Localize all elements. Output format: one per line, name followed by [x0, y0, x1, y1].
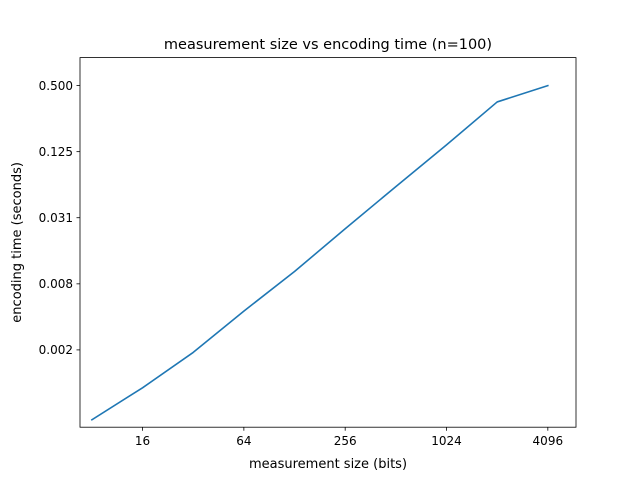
- y-tick-label: 0.002: [39, 343, 73, 357]
- y-tick-label: 0.031: [39, 211, 73, 225]
- y-tick-label: 0.125: [39, 145, 73, 159]
- x-tick-label: 4096: [533, 434, 564, 448]
- x-tick-label: 256: [334, 434, 357, 448]
- x-tick-label: 16: [135, 434, 150, 448]
- x-axis-label: measurement size (bits): [249, 457, 407, 472]
- x-tick-label: 64: [236, 434, 251, 448]
- y-tick-label: 0.008: [39, 277, 73, 291]
- y-tick-label: 0.500: [39, 79, 73, 93]
- x-tick-label: 1024: [431, 434, 462, 448]
- y-axis-label: encoding time (seconds): [10, 162, 25, 323]
- chart-title: measurement size vs encoding time (n=100…: [164, 37, 492, 53]
